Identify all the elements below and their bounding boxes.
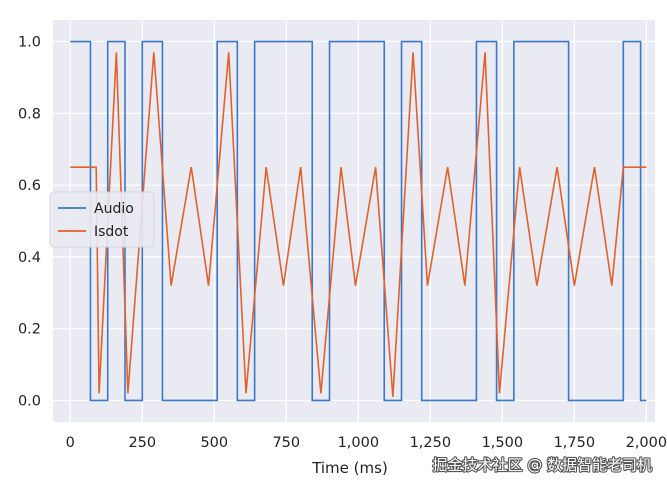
legend-box: [49, 191, 155, 248]
x-tick-label: 1,750: [554, 435, 596, 451]
watermark: 掘金技术社区 @ 数据智能老司机: [432, 456, 652, 474]
y-tick-label: 0.6: [18, 178, 41, 194]
x-tick-label: 2,000: [626, 435, 667, 451]
x-tick-label: 0: [66, 435, 75, 451]
legend: Audio Isdot: [49, 191, 155, 248]
x-axis-title: Time (ms): [311, 459, 388, 477]
x-tick-label: 1,250: [410, 435, 452, 451]
x-tick-label: 1,000: [338, 435, 380, 451]
series-lines: [70, 40, 647, 402]
y-tick-label: 0.0: [18, 393, 41, 409]
x-tick-label: 1,500: [482, 435, 524, 451]
legend-label-isdot: Isdot: [94, 224, 129, 240]
x-tick-labels: 0 250 500 750 1,000 1,250 1,500 1,750 2,000: [66, 435, 667, 451]
y-tick-labels: 0.0 0.2 0.4 0.6 0.8 1.0: [18, 35, 41, 410]
legend-label-audio: Audio: [94, 201, 134, 217]
y-tick-label: 0.4: [18, 250, 41, 266]
x-tick-label: 250: [128, 435, 156, 451]
x-tick-label: 750: [272, 435, 300, 451]
y-tick-label: 0.2: [18, 322, 41, 338]
x-tick-label: 500: [200, 435, 228, 451]
series-line-isdot: [70, 52, 647, 397]
y-tick-label: 0.8: [18, 106, 41, 122]
series-line-audio: [70, 40, 647, 402]
y-tick-label: 1.0: [18, 35, 41, 51]
